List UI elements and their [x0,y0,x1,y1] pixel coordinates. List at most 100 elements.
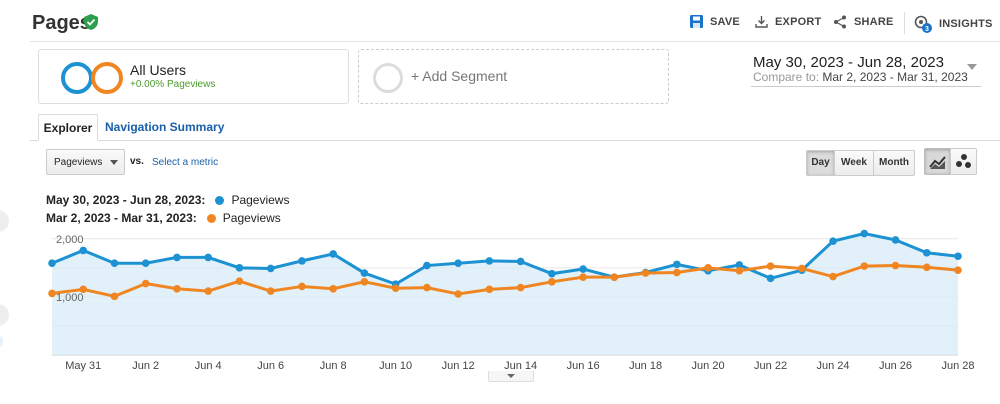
line-chart-button[interactable] [924,148,951,175]
chevron-down-icon [507,374,515,378]
series-line-compare [51,264,959,298]
x-tick-label: Jun 26 [879,360,912,372]
share-label: SHARE [854,16,894,28]
segment-all-users[interactable]: All Users +0.00% Pageviews [38,49,349,104]
export-icon [755,16,768,28]
granularity-month-button[interactable]: Month [873,150,915,176]
data-point [79,285,88,294]
x-tick-label: Jun 24 [817,360,850,372]
data-point [516,283,525,292]
data-point [891,261,900,270]
data-point [766,274,775,283]
data-point [454,259,462,268]
data-point [266,287,275,295]
tabs-divider [30,140,1000,141]
data-point [610,273,619,281]
data-point [204,287,213,295]
data-point [110,259,119,268]
data-point [298,257,306,265]
data-point [141,259,150,268]
x-tick-label: Jun 14 [504,360,537,372]
data-point [266,264,275,273]
data-point [704,264,712,272]
data-point [235,277,244,286]
legend-range: Mar 2, 2023 - Mar 31, 2023: [46,211,197,225]
data-point [173,284,181,293]
data-point [110,292,119,301]
data-point [860,229,869,238]
x-tick-label: Jun 10 [379,360,412,372]
legend-metric: Pageviews [231,193,290,207]
data-point [766,262,775,270]
legend-current: May 30, 2023 - Jun 28, 2023: Pageviews [46,193,289,207]
save-icon [690,15,703,28]
chevron-down-icon [110,160,118,165]
edge-fragment [0,333,3,349]
data-point [579,265,587,273]
add-segment-label: + Add Segment [411,68,508,84]
tab-explorer[interactable]: Explorer [38,114,98,141]
legend-metric: Pageviews [222,211,281,225]
data-point [173,253,181,262]
add-segment-button[interactable]: + Add Segment [358,49,669,104]
compare-prefix: Compare to: [753,70,820,84]
segment-delta: +0.00% Pageviews [130,79,216,90]
insights-label: INSIGHTS [939,18,993,30]
toolbar-divider [904,12,905,34]
data-point [548,269,556,278]
save-button[interactable]: SAVE [690,15,740,28]
page-title: Pages [32,12,91,34]
export-button[interactable]: EXPORT [755,15,821,28]
insights-button[interactable]: 3 INSIGHTS [914,15,993,33]
legend-dot-blue [215,195,225,205]
data-point [860,262,869,270]
share-icon [834,15,846,29]
data-point [579,273,587,281]
segment-label: All Users [130,62,187,78]
select-metric-link[interactable]: Select a metric [152,157,219,168]
compare-range: Compare to: Mar 2, 2023 - Mar 31, 2023 [753,70,968,84]
x-tick-label: Jun 28 [941,360,974,372]
data-point [641,269,650,277]
empty-segment-ring-icon [373,63,403,93]
data-point [141,279,150,288]
legend-range: May 30, 2023 - Jun 28, 2023: [46,193,206,207]
share-button[interactable]: SHARE [833,15,894,29]
data-point [485,257,494,265]
vs-label: vs. [130,156,144,167]
data-point [922,248,931,257]
data-point [673,260,681,269]
tab-navigation-summary[interactable]: Navigation Summary [105,120,225,134]
x-tick-label: Jun 12 [442,360,475,372]
data-point [48,259,56,268]
edge-fragment [0,304,9,326]
motion-chart-button[interactable] [950,148,977,175]
x-tick-label: Jun 8 [320,360,347,372]
data-point [735,266,744,275]
chevron-down-icon[interactable] [967,64,977,70]
data-point [391,284,400,292]
data-point [235,264,244,272]
edge-fragment [0,210,9,232]
data-point [735,261,744,269]
header-divider [30,41,1000,42]
granularity-week-button[interactable]: Week [834,150,874,176]
granularity-day-button[interactable]: Day [806,150,835,176]
save-label: SAVE [710,15,740,28]
data-point [485,285,494,294]
series-line-current [51,232,959,286]
line-chart-icon [929,156,946,169]
x-tick-label: Jun 20 [692,360,725,372]
data-point [922,263,931,272]
data-point [423,261,431,270]
data-point [79,246,88,255]
data-point [204,253,213,262]
y-tick-label: 1,000 [56,292,84,304]
data-point [954,252,962,261]
data-point [829,237,837,245]
date-range-picker[interactable]: May 30, 2023 - Jun 28, 2023 [753,54,944,71]
x-tick-label: Jun 6 [257,360,284,372]
x-tick-label: May 31 [65,360,101,372]
series-area-fill [52,233,958,355]
compare-range-value: Mar 2, 2023 - Mar 31, 2023 [822,70,968,84]
